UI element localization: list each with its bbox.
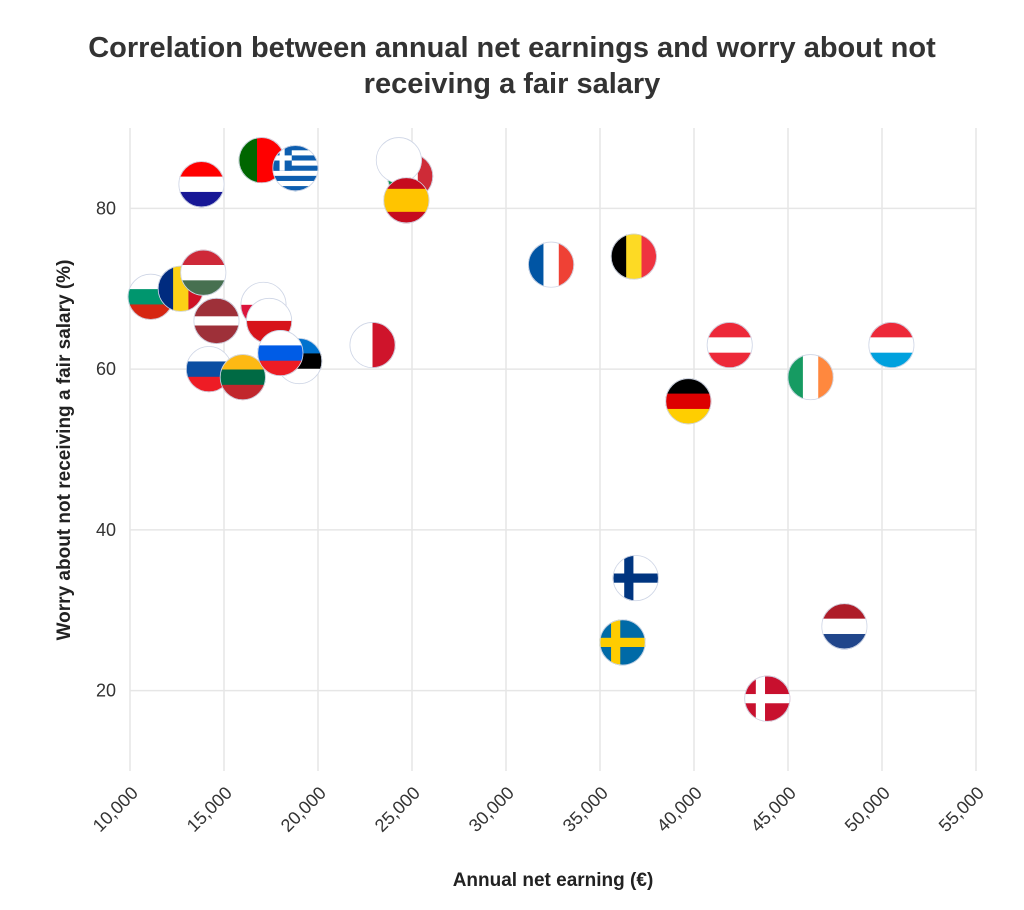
point-germany [665,378,712,425]
point-latvia [193,297,240,344]
point-luxembourg [868,322,915,369]
point-croatia [178,161,225,208]
y-tick-label: 60 [96,359,116,379]
y-axis-label: Worry about not receiving a fair salary … [54,260,75,641]
y-tick-label: 80 [96,198,116,218]
grid-lines [129,128,977,771]
chart-title: Correlation between annual net earnings … [0,30,1024,102]
point-belgium [610,233,657,280]
x-tick-label: 40,000 [653,783,706,836]
chart-title-line-2: receiving a fair salary [363,68,661,100]
x-tick-label: 30,000 [465,783,518,836]
x-tick-label: 50,000 [841,783,894,836]
point-austria [706,322,753,369]
point-france [528,241,575,288]
x-tick-label: 25,000 [371,783,424,836]
chart-title-line-1: Correlation between annual net earnings … [88,32,936,64]
point-greece [272,145,319,192]
point-cyprus [375,137,422,184]
x-tick-label: 35,000 [559,783,612,836]
point-spain [383,177,430,224]
point-ireland [787,354,834,401]
x-tick-label: 20,000 [277,783,330,836]
y-tick-label: 20 [96,681,116,701]
point-lithuania [219,354,266,401]
point-netherlands [821,603,868,650]
point-hungary [180,249,227,296]
point-slovenia [257,330,304,377]
x-axis-label: Annual net earning (€) [453,870,654,891]
x-tick-label: 55,000 [935,783,988,836]
point-sweden [599,619,646,666]
y-tick-label: 40 [96,520,116,540]
point-malta [349,322,396,369]
point-denmark [744,675,791,722]
x-tick-label: 10,000 [89,783,142,836]
x-tick-label: 15,000 [183,783,236,836]
x-tick-label: 45,000 [747,783,800,836]
data-points [127,137,915,722]
point-finland [612,555,659,602]
point-slovakia [185,346,232,393]
